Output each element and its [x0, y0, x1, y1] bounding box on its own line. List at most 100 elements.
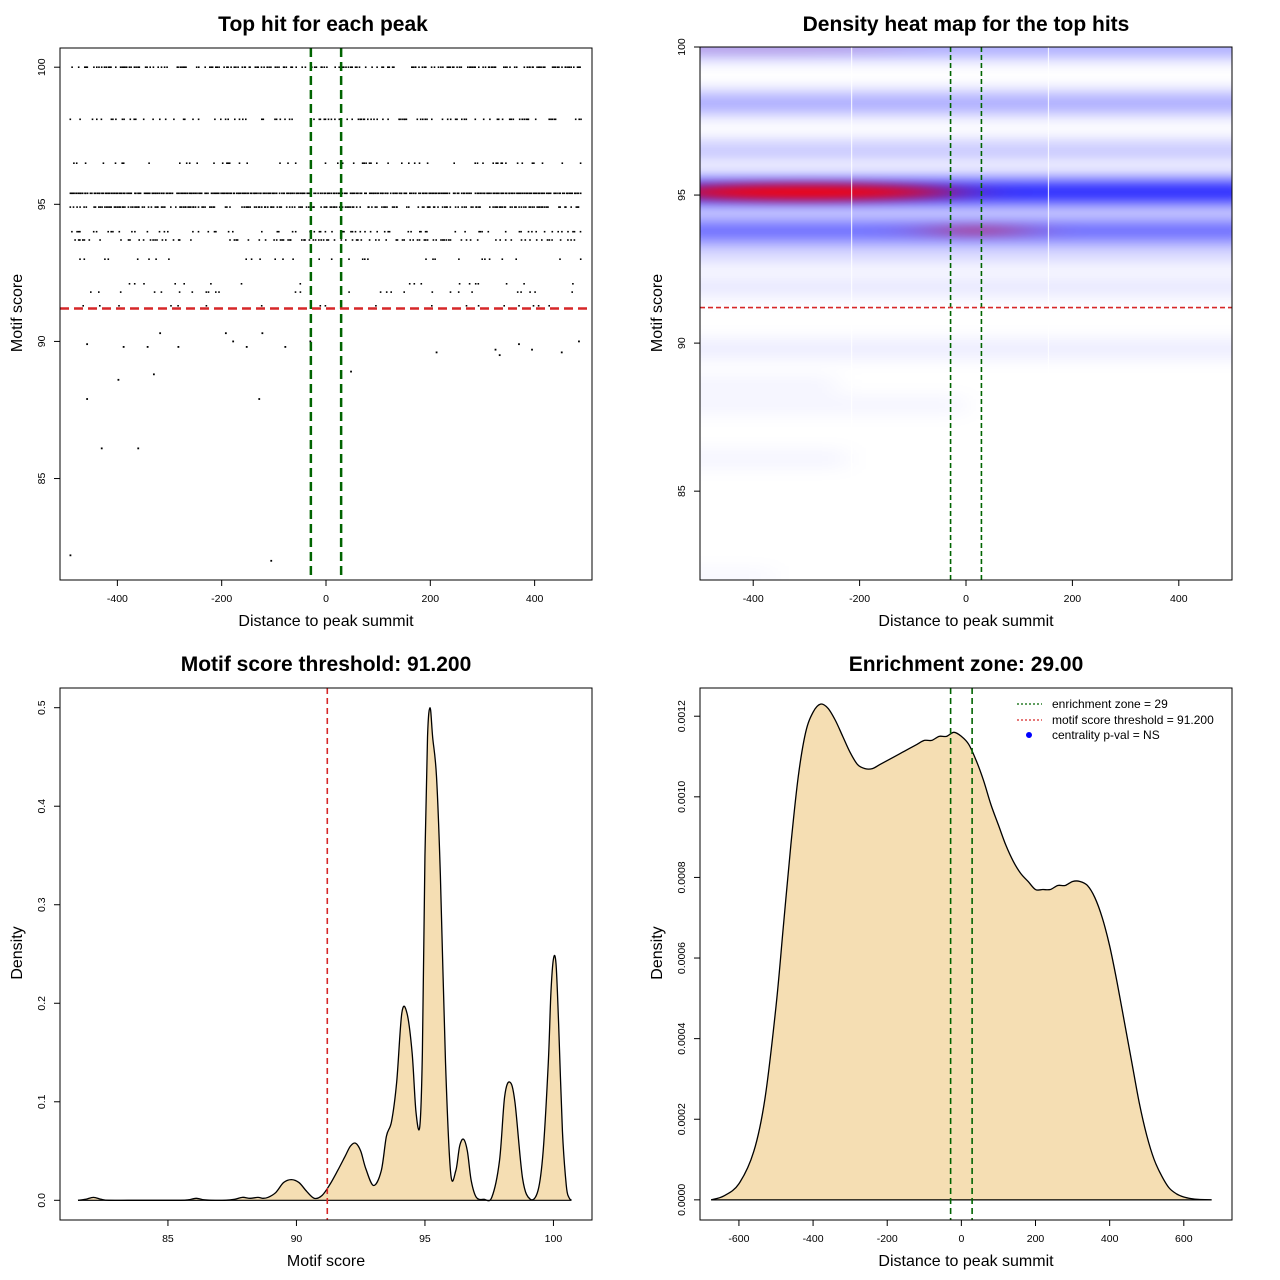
data-point	[567, 239, 569, 241]
data-point	[190, 192, 192, 195]
data-point	[191, 291, 194, 293]
heatmap-band	[700, 571, 773, 580]
data-point	[107, 66, 110, 68]
data-point	[505, 162, 507, 164]
data-point	[327, 192, 329, 195]
data-point	[234, 118, 236, 121]
data-point	[232, 340, 235, 343]
data-point	[426, 118, 428, 121]
data-point	[214, 118, 216, 121]
data-point	[238, 162, 241, 164]
data-point	[399, 118, 401, 121]
data-point	[508, 192, 511, 195]
data-point	[565, 206, 567, 208]
data-point	[343, 230, 345, 233]
data-point	[79, 230, 81, 233]
data-point	[519, 192, 522, 195]
data-point	[309, 340, 312, 343]
data-point	[276, 66, 278, 68]
data-point	[230, 66, 232, 68]
data-point	[474, 118, 477, 121]
data-point	[425, 66, 427, 68]
data-point	[510, 192, 513, 195]
data-point	[315, 66, 318, 68]
data-point	[483, 192, 486, 195]
data-point	[419, 230, 421, 233]
y-tick-label: 90	[36, 335, 48, 347]
data-point	[551, 239, 553, 241]
data-point	[426, 162, 429, 164]
data-point	[324, 118, 327, 121]
data-point	[473, 66, 475, 68]
data-point	[360, 192, 363, 195]
data-point	[457, 206, 459, 208]
data-point	[558, 206, 560, 208]
data-point	[146, 192, 149, 195]
data-point	[196, 192, 198, 195]
data-point	[199, 192, 202, 195]
data-point	[326, 239, 328, 241]
data-point	[414, 66, 417, 68]
data-point	[449, 66, 451, 68]
data-point	[418, 66, 420, 68]
data-point	[534, 291, 536, 293]
data-point	[165, 192, 168, 195]
data-point	[245, 206, 247, 208]
data-point	[238, 118, 241, 121]
data-point	[182, 118, 185, 121]
data-point	[474, 283, 477, 285]
data-point	[259, 192, 261, 195]
data-point	[313, 118, 315, 121]
data-point	[235, 192, 238, 195]
data-point	[433, 206, 436, 208]
data-point	[492, 162, 494, 164]
data-point	[243, 206, 245, 208]
data-point	[226, 66, 228, 68]
data-point	[521, 192, 524, 195]
data-point	[418, 162, 421, 164]
data-point	[424, 230, 427, 233]
data-point	[289, 239, 292, 241]
data-point	[121, 162, 123, 164]
data-point	[216, 192, 218, 195]
data-point	[294, 162, 297, 164]
data-point	[573, 230, 576, 233]
plot-area	[77, 688, 572, 1220]
data-point	[490, 192, 492, 195]
panel-distance-density: Enrichment zone: 29.00 -600 -400 -200 0 200 4…	[649, 653, 1233, 1270]
data-point	[262, 118, 265, 121]
data-point	[124, 206, 126, 208]
data-point	[364, 258, 366, 260]
data-point	[416, 239, 419, 241]
data-point	[115, 192, 117, 195]
data-point	[563, 192, 566, 195]
data-point	[82, 239, 84, 241]
data-point	[147, 192, 150, 195]
data-point	[412, 239, 414, 241]
data-point	[128, 66, 131, 68]
data-point	[567, 66, 569, 68]
data-point	[388, 230, 391, 233]
data-point	[515, 258, 517, 260]
data-point	[525, 192, 527, 195]
data-point	[351, 230, 354, 233]
data-point	[572, 230, 574, 233]
data-point	[147, 206, 150, 208]
data-point	[185, 206, 187, 208]
data-point	[170, 305, 172, 307]
data-point	[465, 305, 468, 307]
data-point	[476, 192, 479, 195]
data-point	[178, 239, 181, 241]
data-point	[119, 192, 122, 195]
data-point	[135, 118, 137, 121]
data-point	[482, 66, 484, 68]
data-point	[98, 66, 100, 68]
data-point	[501, 258, 504, 260]
data-point	[545, 206, 548, 208]
data-point	[150, 206, 153, 208]
data-point	[521, 162, 524, 164]
data-point	[526, 192, 529, 195]
data-point	[224, 332, 227, 335]
data-point	[495, 162, 497, 164]
data-point	[319, 305, 322, 307]
